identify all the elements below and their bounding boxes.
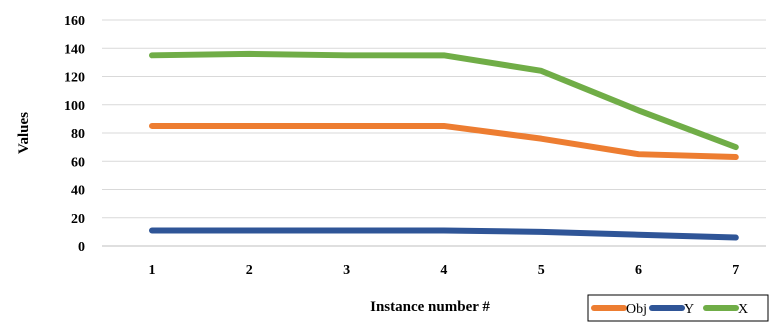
y-tick-label: 120 (64, 71, 85, 86)
x-tick-label: 3 (343, 263, 350, 278)
y-tick-label: 0 (78, 240, 85, 255)
y-tick-label: 160 (64, 14, 85, 29)
y-tick-label: 140 (64, 42, 85, 57)
y-tick-label: 60 (71, 155, 85, 170)
gridlines (102, 19, 766, 247)
x-tick-label: 7 (732, 263, 739, 278)
legend-label-x: X (738, 302, 748, 317)
series-line-x (149, 50, 739, 151)
legend-label-y: Y (684, 302, 694, 317)
y-tick-labels: 0 20 40 60 80 100 120 140 160 (64, 14, 85, 255)
y-tick-label: 100 (64, 99, 85, 114)
series-lines (149, 50, 739, 241)
y-tick-label: 20 (71, 212, 85, 227)
legend: Obj Y X (587, 294, 769, 322)
x-tick-label: 2 (246, 263, 253, 278)
x-tick-label: 5 (538, 263, 545, 278)
y-axis-title: Values (16, 112, 32, 154)
x-axis-title: Instance number # (370, 299, 490, 315)
x-tick-label: 1 (149, 263, 156, 278)
y-tick-label: 80 (71, 127, 85, 142)
x-tick-labels: 1 2 3 4 5 6 7 (149, 263, 740, 278)
x-tick-label: 4 (440, 263, 447, 278)
series-line-y (149, 227, 739, 241)
x-tick-label: 6 (635, 263, 642, 278)
series-line-obj (149, 122, 739, 161)
legend-label-obj: Obj (626, 302, 647, 317)
y-tick-label: 40 (71, 184, 85, 199)
